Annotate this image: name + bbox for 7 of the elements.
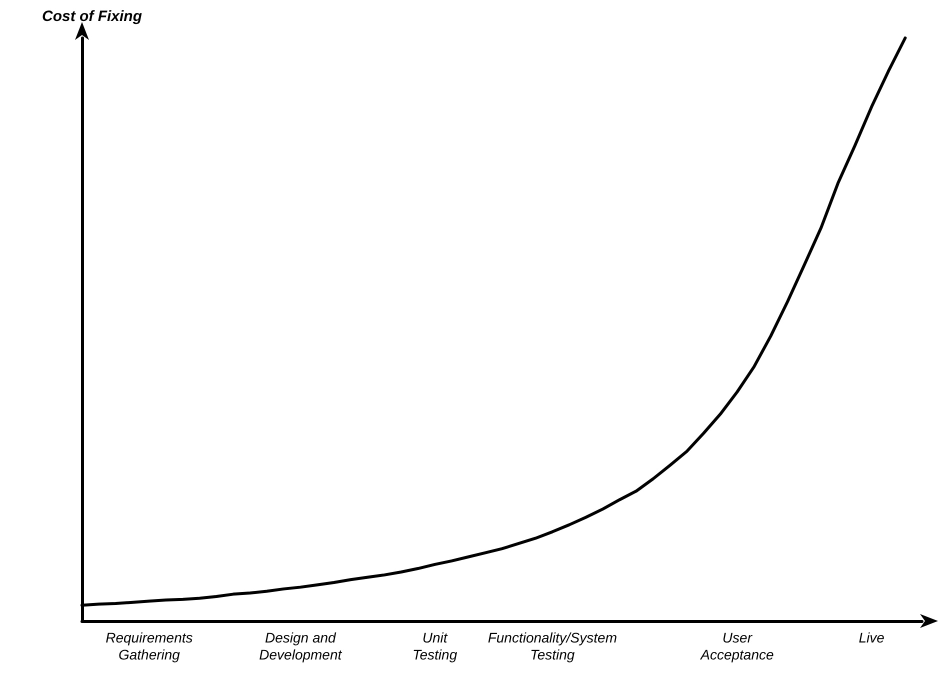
x-tick-label: Functionality/System Testing [488,630,618,662]
x-tick-label: User Acceptance [700,630,774,662]
x-tick-label: Requirements Gathering [106,630,193,662]
x-tick-label: Unit Testing [412,630,458,662]
y-axis-title: Cost of Fixing [42,8,142,25]
x-tick-label: Live [858,630,885,646]
x-tick-label: Design and Development [259,630,343,662]
